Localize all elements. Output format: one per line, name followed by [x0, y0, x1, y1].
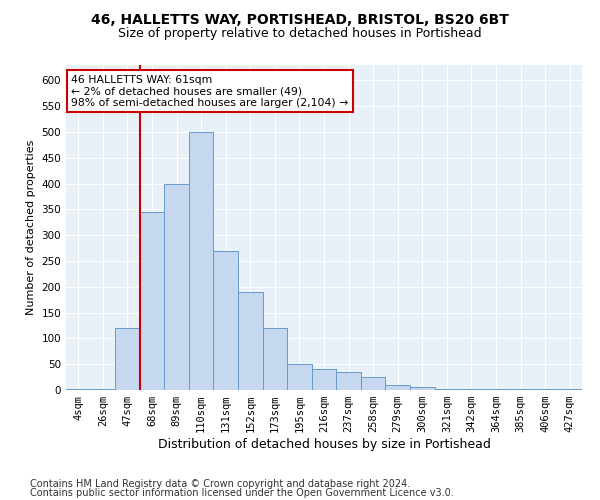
Bar: [287, 364, 312, 390]
Bar: [484, 389, 508, 390]
Bar: [410, 388, 434, 390]
Text: Contains public sector information licensed under the Open Government Licence v3: Contains public sector information licen…: [30, 488, 454, 498]
Bar: [115, 328, 140, 390]
Bar: [361, 377, 385, 390]
Bar: [557, 389, 582, 390]
Bar: [66, 389, 91, 390]
Text: Size of property relative to detached houses in Portishead: Size of property relative to detached ho…: [118, 28, 482, 40]
Bar: [336, 372, 361, 390]
Bar: [385, 385, 410, 390]
Bar: [533, 389, 557, 390]
Bar: [434, 389, 459, 390]
Y-axis label: Number of detached properties: Number of detached properties: [26, 140, 36, 315]
Bar: [263, 328, 287, 390]
Bar: [91, 389, 115, 390]
X-axis label: Distribution of detached houses by size in Portishead: Distribution of detached houses by size …: [158, 438, 490, 451]
Text: 46 HALLETTS WAY: 61sqm
← 2% of detached houses are smaller (49)
98% of semi-deta: 46 HALLETTS WAY: 61sqm ← 2% of detached …: [71, 74, 349, 108]
Bar: [508, 389, 533, 390]
Bar: [164, 184, 189, 390]
Bar: [238, 292, 263, 390]
Text: Contains HM Land Registry data © Crown copyright and database right 2024.: Contains HM Land Registry data © Crown c…: [30, 479, 410, 489]
Bar: [312, 370, 336, 390]
Text: 46, HALLETTS WAY, PORTISHEAD, BRISTOL, BS20 6BT: 46, HALLETTS WAY, PORTISHEAD, BRISTOL, B…: [91, 12, 509, 26]
Bar: [214, 250, 238, 390]
Bar: [459, 389, 484, 390]
Bar: [140, 212, 164, 390]
Bar: [189, 132, 214, 390]
